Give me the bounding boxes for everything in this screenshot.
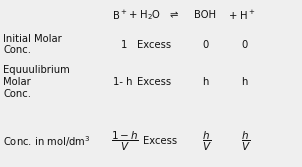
Text: $\rightleftharpoons$: $\rightleftharpoons$ bbox=[168, 10, 180, 20]
Text: $\dfrac{h}{V}$: $\dfrac{h}{V}$ bbox=[241, 129, 251, 153]
Text: h: h bbox=[202, 77, 209, 87]
Text: Molar: Molar bbox=[3, 77, 31, 87]
Text: Excess: Excess bbox=[143, 136, 177, 146]
Text: B$^+$: B$^+$ bbox=[111, 9, 127, 22]
Text: 0: 0 bbox=[202, 40, 208, 50]
Text: Conc.: Conc. bbox=[3, 45, 31, 55]
Text: $\dfrac{1-h}{V}$: $\dfrac{1-h}{V}$ bbox=[111, 129, 139, 153]
Text: Excess: Excess bbox=[137, 77, 171, 87]
Text: Conc.: Conc. bbox=[3, 89, 31, 99]
Text: h: h bbox=[241, 77, 248, 87]
Text: Initial Molar: Initial Molar bbox=[3, 34, 62, 44]
Text: Equuulibrium: Equuulibrium bbox=[3, 65, 70, 75]
Text: + H$_2$O: + H$_2$O bbox=[128, 8, 162, 22]
Text: Excess: Excess bbox=[137, 40, 171, 50]
Text: 1- h: 1- h bbox=[113, 77, 132, 87]
Text: BOH: BOH bbox=[194, 10, 216, 20]
Text: 0: 0 bbox=[242, 40, 248, 50]
Text: $\dfrac{h}{V}$: $\dfrac{h}{V}$ bbox=[202, 129, 212, 153]
Text: + H$^+$: + H$^+$ bbox=[228, 9, 255, 22]
Text: Conc. in mol/dm$^3$: Conc. in mol/dm$^3$ bbox=[3, 134, 91, 148]
Text: 1: 1 bbox=[120, 40, 127, 50]
